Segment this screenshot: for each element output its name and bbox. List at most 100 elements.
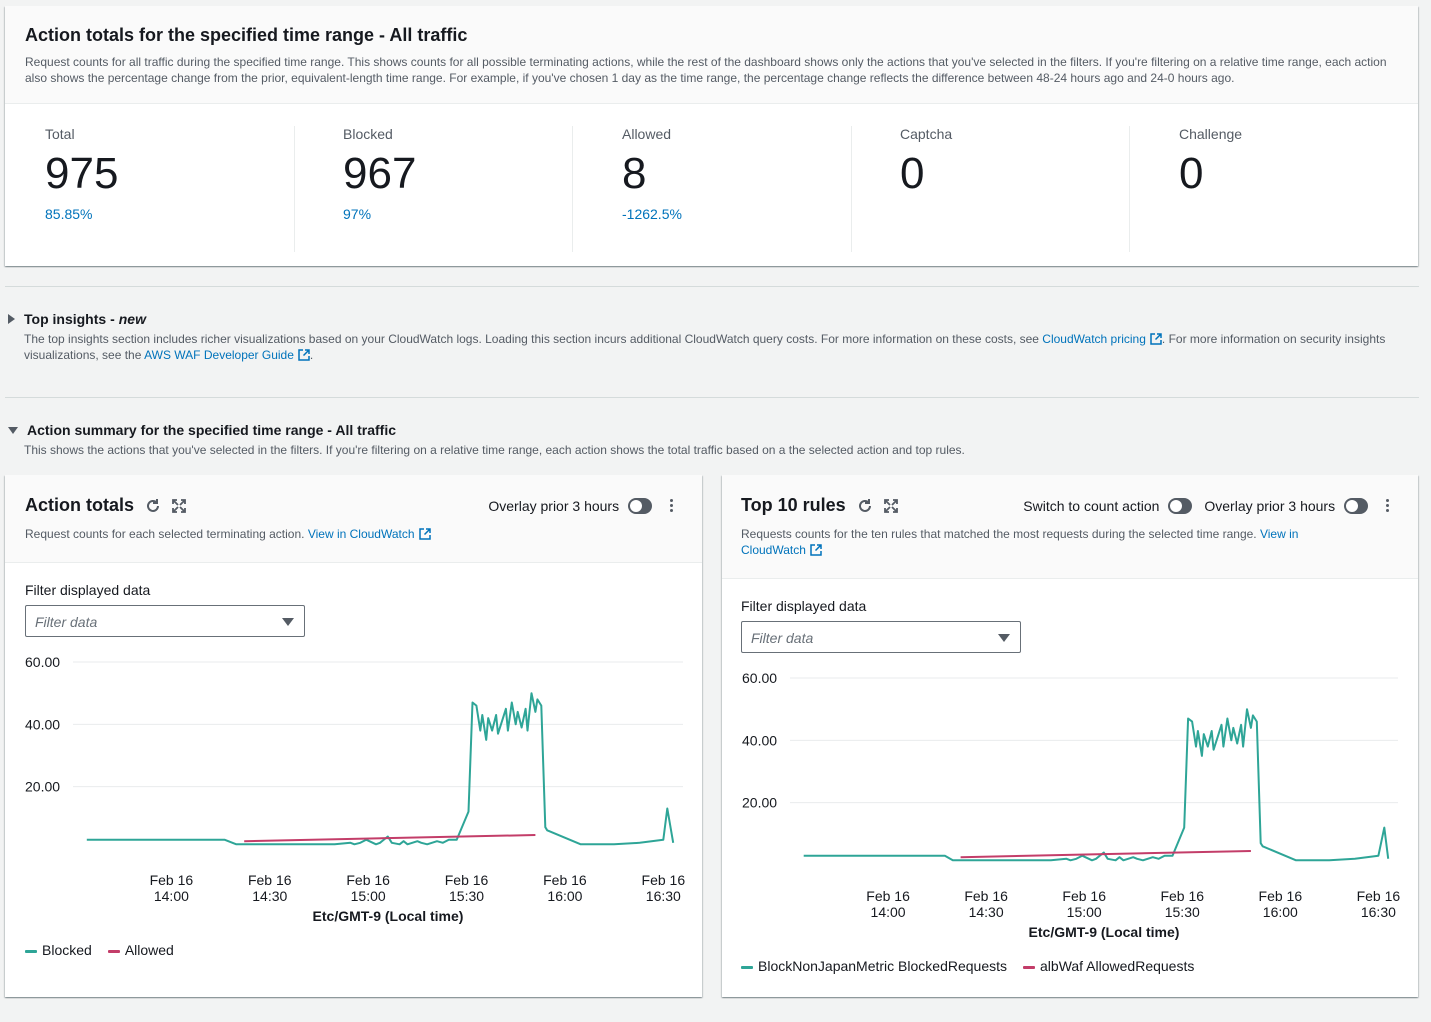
filter-label: Filter displayed data <box>741 598 867 614</box>
action-summary-title: Action summary for the specified time ra… <box>27 422 397 438</box>
divider <box>851 126 852 252</box>
x-tick-time: 15:00 <box>351 888 386 904</box>
action-summary-description: This shows the actions that you've selec… <box>24 443 965 457</box>
metric-label: Total <box>45 126 75 142</box>
chart-legend: BlockNonJapanMetric BlockedRequests albW… <box>741 958 1194 974</box>
refresh-icon[interactable] <box>144 497 162 515</box>
x-tick-time: 14:30 <box>252 888 287 904</box>
x-axis-label: Etc/GMT-9 (Local time) <box>313 908 464 924</box>
external-link-icon <box>418 528 431 540</box>
action-totals-chart-description: Request counts for each selected termina… <box>25 526 431 542</box>
more-options-icon[interactable] <box>670 497 674 514</box>
filter-select[interactable]: Filter data <box>25 605 305 637</box>
x-tick-date: Feb 16 <box>1062 888 1106 904</box>
x-tick-time: 16:30 <box>1361 904 1396 920</box>
cloudwatch-label: CloudWatch <box>741 543 806 557</box>
waf-developer-guide-link[interactable]: AWS WAF Developer Guide <box>144 348 310 362</box>
overview-description: Request counts for all traffic during th… <box>25 55 1387 85</box>
top-insights-title: Top insights - <box>24 311 115 327</box>
metric-change: -1262.5% <box>622 206 682 222</box>
external-link-icon <box>1150 333 1162 345</box>
top-insights-description: The top insights section includes richer… <box>24 331 1394 363</box>
series-line-albwaf-allowedrequests[interactable] <box>960 850 1251 859</box>
filter-select[interactable]: Filter data <box>741 621 1021 653</box>
more-options-icon[interactable] <box>1386 497 1390 514</box>
waf-developer-guide-label: AWS WAF Developer Guide <box>144 348 294 362</box>
x-tick-time: 14:00 <box>871 904 906 920</box>
metric-label: Blocked <box>343 126 393 142</box>
y-tick-label: 60.00 <box>25 654 60 670</box>
view-in-cloudwatch-link[interactable]: View in CloudWatch <box>308 527 431 541</box>
fullscreen-icon[interactable] <box>882 497 900 515</box>
series-line-allowed[interactable] <box>244 834 536 843</box>
chart-description-text: Requests counts for the ten rules that m… <box>741 527 1260 541</box>
metric-label: Challenge <box>1179 126 1243 142</box>
legend-item-albwaf-allowed[interactable]: albWaf AllowedRequests <box>1023 958 1194 974</box>
external-link-icon <box>298 349 310 361</box>
view-in-cloudwatch-link[interactable]: View in CloudWatch <box>741 527 1298 557</box>
y-tick-label: 20.00 <box>742 795 777 811</box>
x-tick-date: Feb 16 <box>346 872 390 888</box>
top-rules-chart-card: Top 10 rules Switch to count action Over… <box>722 475 1418 997</box>
fullscreen-icon[interactable] <box>170 497 188 515</box>
legend-item-allowed[interactable]: Allowed <box>107 942 174 958</box>
metric-blocked: Blocked 967 97% <box>343 126 416 252</box>
filter-placeholder: Filter data <box>751 630 814 646</box>
caret-down-icon <box>8 426 18 434</box>
legend-item-block-non-japan[interactable]: BlockNonJapanMetric BlockedRequests <box>741 958 1007 974</box>
x-tick-time: 15:00 <box>1067 904 1102 920</box>
y-tick-label: 40.00 <box>742 732 777 748</box>
legend-label: Allowed <box>124 942 174 958</box>
divider <box>5 397 1419 398</box>
x-axis-label: Etc/GMT-9 (Local time) <box>1029 924 1180 940</box>
top-insights-toggle[interactable]: Top insights - new <box>8 311 1419 327</box>
top-insights-section: Top insights - new The top insights sect… <box>8 311 1419 363</box>
x-tick-time: 15:30 <box>449 888 484 904</box>
top-rules-chart-title: Top 10 rules <box>741 495 846 515</box>
refresh-icon[interactable] <box>856 497 874 515</box>
x-tick-date: Feb 16 <box>1160 888 1204 904</box>
overview-title: Action totals for the specified time ran… <box>25 25 468 45</box>
divider <box>1129 126 1130 252</box>
switch-count-label: Switch to count action <box>1023 497 1160 514</box>
chart-legend: Blocked Allowed <box>25 942 174 958</box>
overlay-label: Overlay prior 3 hours <box>488 497 620 514</box>
metric-change: 97% <box>343 206 372 222</box>
action-totals-chart-card: Action totals Overlay prior 3 hours Requ… <box>5 475 702 997</box>
cloudwatch-pricing-link[interactable]: CloudWatch pricing <box>1042 332 1162 346</box>
legend-item-blocked[interactable]: Blocked <box>25 942 92 958</box>
filter-label: Filter displayed data <box>25 582 151 598</box>
overview-header: Action totals for the specified time ran… <box>5 6 1418 104</box>
metric-captcha: Captcha 0 <box>900 126 952 252</box>
view-in-cloudwatch-label: View in CloudWatch <box>307 527 415 541</box>
x-tick-time: 14:00 <box>154 888 189 904</box>
top-rules-chart-header: Top 10 rules Switch to count action Over… <box>722 475 1418 579</box>
action-totals-overview-card: Action totals for the specified time ran… <box>5 6 1418 266</box>
view-in-label: View in <box>1259 527 1299 541</box>
x-tick-time: 15:30 <box>1165 904 1200 920</box>
x-tick-date: Feb 16 <box>866 888 910 904</box>
metric-value: 8 <box>622 149 647 198</box>
caret-right-icon <box>8 314 15 324</box>
x-tick-date: Feb 16 <box>1357 888 1401 904</box>
legend-label: Blocked <box>42 942 92 958</box>
chart-description-text: Request counts for each selected termina… <box>25 527 308 541</box>
series-line-blocknonjapanmetric-blockedrequests[interactable] <box>803 708 1390 862</box>
overlay-toggle[interactable] <box>627 497 652 514</box>
cloudwatch-pricing-label: CloudWatch pricing <box>1042 332 1146 346</box>
metric-value: 0 <box>900 149 925 198</box>
overlay-label: Overlay prior 3 hours <box>1204 497 1336 514</box>
y-tick-label: 60.00 <box>742 670 777 686</box>
metric-label: Captcha <box>900 126 953 142</box>
x-tick-time: 14:30 <box>969 904 1004 920</box>
overlay-toggle[interactable] <box>1343 497 1368 514</box>
metric-total: Total 975 85.85% <box>45 126 118 252</box>
action-summary-section: Action summary for the specified time ra… <box>8 422 1419 458</box>
legend-label: BlockNonJapanMetric BlockedRequests <box>758 958 1008 974</box>
switch-count-toggle[interactable] <box>1167 497 1192 514</box>
series-line-blocked[interactable] <box>86 692 675 846</box>
divider <box>572 126 573 252</box>
metric-value: 975 <box>45 149 119 198</box>
action-summary-toggle[interactable]: Action summary for the specified time ra… <box>8 422 1419 438</box>
